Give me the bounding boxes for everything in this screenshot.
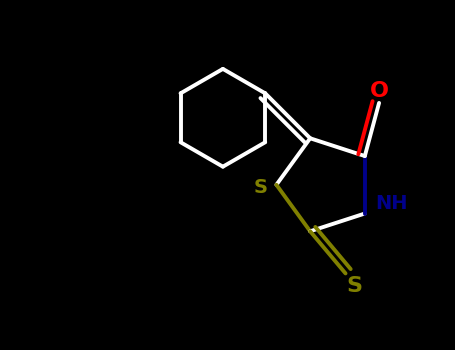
Text: O: O bbox=[369, 81, 389, 101]
Text: S: S bbox=[253, 178, 268, 197]
Text: S: S bbox=[346, 276, 362, 296]
Text: NH: NH bbox=[375, 194, 408, 213]
